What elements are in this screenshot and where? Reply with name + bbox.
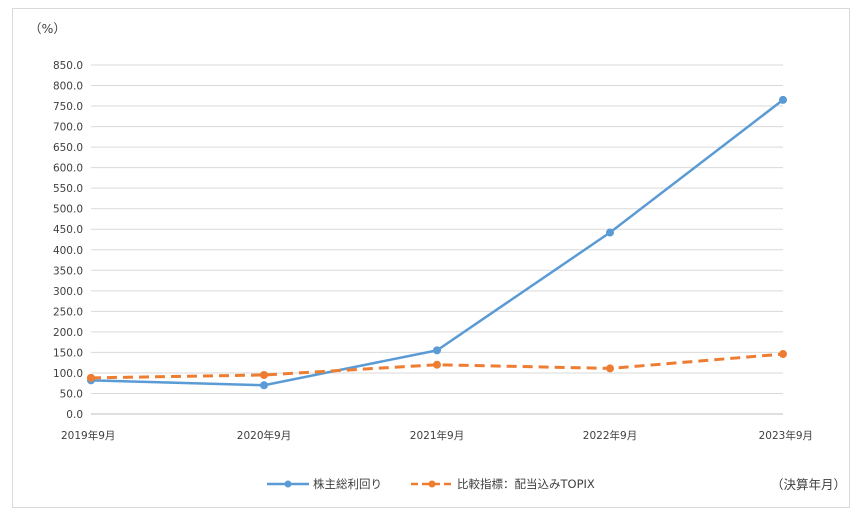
y-tick-label: 700.0 (53, 122, 83, 134)
data-point (260, 370, 268, 379)
data-point (433, 360, 441, 369)
legend: 株主総利回り 比較指標：配当込みTOPIX (267, 477, 595, 491)
y-tick-label: 200.0 (53, 327, 83, 339)
series-line-0 (90, 98, 784, 387)
legend-label-0: 株主総利回り (313, 477, 382, 491)
data-point (779, 350, 787, 359)
y-tick-label: 550.0 (53, 183, 83, 195)
data-point (779, 95, 787, 104)
y-tick-label: 450.0 (53, 224, 83, 236)
y-tick-label: 600.0 (53, 163, 83, 175)
gridlines (91, 64, 783, 415)
y-tick-label: 800.0 (53, 81, 83, 93)
y-tick-label: 850.0 (53, 60, 83, 72)
x-tick-labels: 2019年9月 2020年9月 2021年9月 2022年9月 2023年9月 (61, 429, 813, 442)
legend-marker-0 (284, 480, 292, 488)
y-tick-label: 650.0 (53, 142, 83, 154)
y-tick-label: 0.0 (66, 409, 83, 421)
y-tick-label: 750.0 (53, 101, 83, 113)
line-chart: （%） 0.0 50.0 100.0 150.0 200.0 250.0 300.0 350.… (29, 21, 846, 492)
data-point (87, 373, 95, 382)
y-tick-labels: 0.0 50.0 100.0 150.0 200.0 250.0 300.0 350.0 400… (53, 60, 83, 421)
x-tick-label: 2019年9月 (61, 429, 115, 442)
y-tick-label: 300.0 (53, 286, 83, 298)
series-line-1 (90, 352, 784, 380)
y-tick-label: 500.0 (53, 204, 83, 216)
y-tick-label: 150.0 (53, 347, 83, 359)
series-lines (87, 95, 787, 390)
data-point (433, 346, 441, 355)
y-tick-label: 250.0 (53, 306, 83, 318)
chart-frame: （%） 0.0 50.0 100.0 150.0 200.0 250.0 300.0 350.… (12, 8, 850, 508)
data-point (606, 364, 614, 373)
legend-label-1: 比較指標：配当込みTOPIX (457, 477, 595, 491)
y-unit-label: （%） (29, 21, 66, 36)
y-tick-label: 400.0 (53, 245, 83, 257)
data-point (260, 381, 268, 390)
x-tick-label: 2023年9月 (759, 429, 813, 442)
x-tick-label: 2021年9月 (410, 429, 464, 442)
y-tick-label: 350.0 (53, 265, 83, 277)
x-axis-caption: （決算年月） (771, 477, 846, 492)
x-tick-label: 2020年9月 (237, 429, 291, 442)
data-point (606, 228, 614, 237)
y-tick-label: 100.0 (53, 368, 83, 380)
y-tick-label: 50.0 (60, 388, 83, 400)
legend-marker-1 (428, 480, 436, 488)
x-tick-label: 2022年9月 (583, 429, 637, 442)
